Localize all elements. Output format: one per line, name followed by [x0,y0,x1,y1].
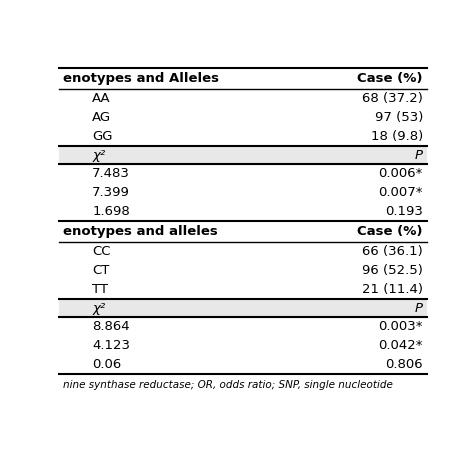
Text: 68 (37.2): 68 (37.2) [362,92,423,105]
Text: AG: AG [92,111,111,124]
Text: 7.399: 7.399 [92,186,130,199]
Text: enotypes and Alleles: enotypes and Alleles [63,72,219,85]
Text: enotypes and alleles: enotypes and alleles [63,225,218,238]
Text: 0.007*: 0.007* [378,186,423,199]
Text: 96 (52.5): 96 (52.5) [362,264,423,277]
Bar [59,146,427,164]
Text: nine synthase reductase; OR, odds ratio; SNP, single nucleotide: nine synthase reductase; OR, odds ratio;… [63,380,393,391]
Text: P: P [415,148,423,162]
Text: 0.06: 0.06 [92,358,121,372]
Text: 0.806: 0.806 [385,358,423,372]
Text: AA: AA [92,92,111,105]
Text: 66 (36.1): 66 (36.1) [362,245,423,258]
Text: CC: CC [92,245,111,258]
Text: 0.006*: 0.006* [379,167,423,180]
Text: χ²: χ² [92,302,106,315]
Text: 18 (9.8): 18 (9.8) [371,130,423,143]
Text: 0.193: 0.193 [385,205,423,218]
Text: 21 (11.4): 21 (11.4) [362,283,423,296]
Text: GG: GG [92,130,113,143]
Text: Case (%): Case (%) [357,72,423,85]
Text: 8.864: 8.864 [92,320,130,334]
Text: 0.042*: 0.042* [378,339,423,353]
Text: Case (%): Case (%) [357,225,423,238]
Text: TT: TT [92,283,109,296]
Text: χ²: χ² [92,148,106,162]
Text: 7.483: 7.483 [92,167,130,180]
Text: 0.003*: 0.003* [378,320,423,334]
Text: 97 (53): 97 (53) [374,111,423,124]
Text: P: P [415,302,423,315]
Text: 1.698: 1.698 [92,205,130,218]
Bar [59,299,427,318]
Text: 4.123: 4.123 [92,339,130,353]
Text: CT: CT [92,264,109,277]
